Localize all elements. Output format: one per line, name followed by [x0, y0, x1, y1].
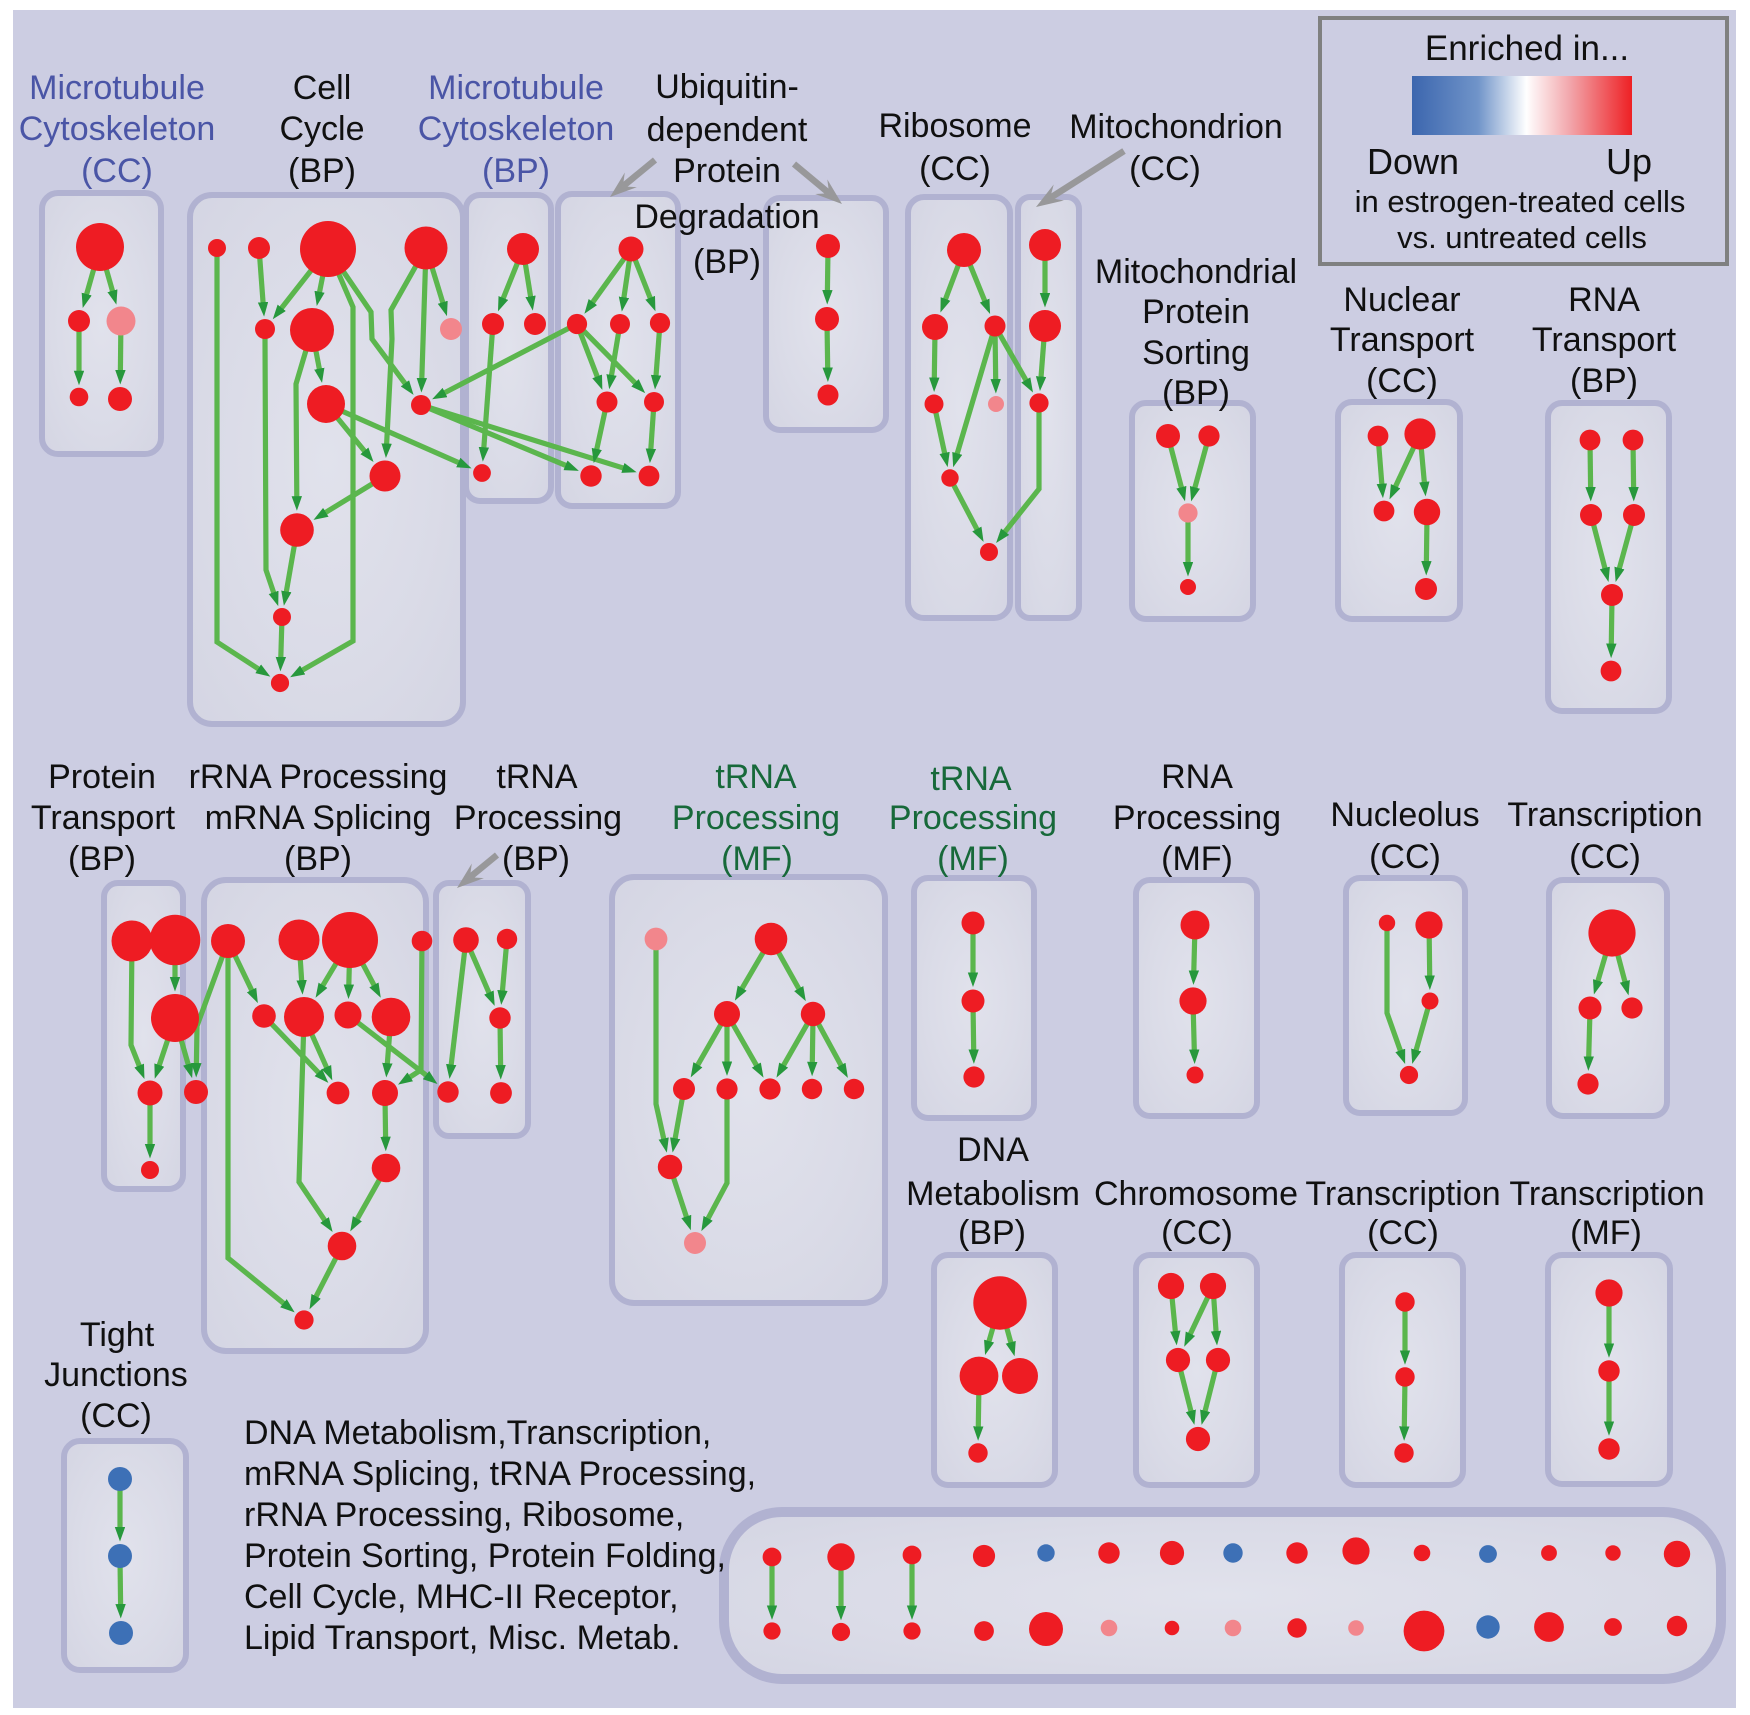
svg-text:rRNA Processing: rRNA Processing [189, 758, 448, 796]
svg-text:Processing: Processing [889, 799, 1057, 837]
svg-text:(CC): (CC) [1129, 150, 1201, 188]
svg-text:(BP): (BP) [502, 840, 570, 878]
svg-text:(BP): (BP) [68, 840, 136, 878]
svg-text:Microtubule: Microtubule [428, 69, 604, 107]
svg-text:Nucleolus: Nucleolus [1330, 796, 1479, 834]
svg-text:Transport: Transport [1532, 321, 1677, 359]
svg-text:Protein Sorting, Protein Foldi: Protein Sorting, Protein Folding, [244, 1537, 726, 1575]
svg-text:Up: Up [1606, 141, 1652, 182]
svg-text:Mitochondrial: Mitochondrial [1095, 253, 1297, 291]
svg-text:(MF): (MF) [1570, 1214, 1642, 1252]
svg-text:(CC): (CC) [1366, 362, 1438, 400]
svg-text:Tight: Tight [80, 1316, 155, 1354]
svg-text:DNA Metabolism,Transcription,: DNA Metabolism,Transcription, [244, 1414, 711, 1452]
svg-text:rRNA Processing, Ribosome,: rRNA Processing, Ribosome, [244, 1496, 684, 1534]
svg-text:(CC): (CC) [80, 1397, 152, 1435]
svg-text:Chromosome: Chromosome [1094, 1175, 1298, 1213]
svg-text:mRNA Splicing, tRNA Processing: mRNA Splicing, tRNA Processing, [244, 1455, 756, 1493]
svg-text:Transcription: Transcription [1509, 1175, 1704, 1213]
svg-text:Cell Cycle, MHC-II Receptor,: Cell Cycle, MHC-II Receptor, [244, 1578, 679, 1616]
svg-text:(BP): (BP) [482, 152, 550, 190]
svg-text:Metabolism: Metabolism [906, 1175, 1080, 1213]
svg-text:Transcription: Transcription [1507, 796, 1702, 834]
svg-text:Transport: Transport [31, 799, 176, 837]
svg-text:Protein: Protein [1142, 293, 1250, 331]
svg-text:Degradation: Degradation [634, 198, 819, 236]
svg-text:dependent: dependent [647, 111, 808, 149]
svg-text:Microtubule: Microtubule [29, 69, 205, 107]
svg-text:(BP): (BP) [1162, 374, 1230, 412]
svg-text:(CC): (CC) [1369, 838, 1441, 876]
svg-text:tRNA: tRNA [496, 758, 578, 796]
svg-text:Cycle: Cycle [279, 110, 364, 148]
svg-text:in estrogen-treated cells: in estrogen-treated cells [1355, 184, 1686, 219]
svg-text:(CC): (CC) [919, 150, 991, 188]
svg-text:Cell: Cell [293, 69, 352, 107]
svg-text:Enriched in...: Enriched in... [1425, 29, 1629, 68]
svg-text:(BP): (BP) [288, 152, 356, 190]
svg-text:vs. untreated cells: vs. untreated cells [1397, 220, 1647, 255]
svg-text:DNA: DNA [957, 1131, 1029, 1169]
svg-text:Ubiquitin-: Ubiquitin- [655, 68, 799, 106]
svg-text:(BP): (BP) [1570, 362, 1638, 400]
svg-text:Protein: Protein [673, 152, 781, 190]
svg-text:(CC): (CC) [81, 152, 153, 190]
svg-text:Lipid Transport, Misc. Metab.: Lipid Transport, Misc. Metab. [244, 1619, 681, 1657]
svg-text:(BP): (BP) [958, 1214, 1026, 1252]
svg-text:Ribosome: Ribosome [878, 107, 1031, 145]
svg-text:(CC): (CC) [1367, 1214, 1439, 1252]
svg-text:(CC): (CC) [1161, 1214, 1233, 1252]
svg-text:Processing: Processing [672, 799, 840, 837]
svg-text:Mitochondrion: Mitochondrion [1069, 108, 1283, 146]
svg-text:Transport: Transport [1330, 321, 1475, 359]
svg-text:RNA: RNA [1161, 758, 1233, 796]
svg-text:Protein: Protein [48, 758, 156, 796]
svg-text:RNA: RNA [1568, 281, 1640, 319]
svg-text:Transcription: Transcription [1305, 1175, 1500, 1213]
svg-text:tRNA: tRNA [715, 758, 797, 796]
svg-text:Junctions: Junctions [44, 1356, 188, 1394]
svg-text:mRNA Splicing: mRNA Splicing [205, 799, 432, 837]
svg-text:(MF): (MF) [1161, 840, 1233, 878]
svg-text:Down: Down [1367, 141, 1459, 182]
svg-text:Cytoskeleton: Cytoskeleton [19, 110, 216, 148]
svg-text:Nuclear: Nuclear [1343, 281, 1460, 319]
svg-text:Processing: Processing [454, 799, 622, 837]
svg-text:Cytoskeleton: Cytoskeleton [418, 110, 615, 148]
svg-text:(MF): (MF) [721, 840, 793, 878]
svg-text:Sorting: Sorting [1142, 334, 1250, 372]
svg-text:(BP): (BP) [693, 243, 761, 281]
svg-text:(MF): (MF) [937, 840, 1009, 878]
svg-text:(CC): (CC) [1569, 838, 1641, 876]
svg-text:Processing: Processing [1113, 799, 1281, 837]
svg-text:tRNA: tRNA [930, 760, 1012, 798]
svg-text:(BP): (BP) [284, 840, 352, 878]
